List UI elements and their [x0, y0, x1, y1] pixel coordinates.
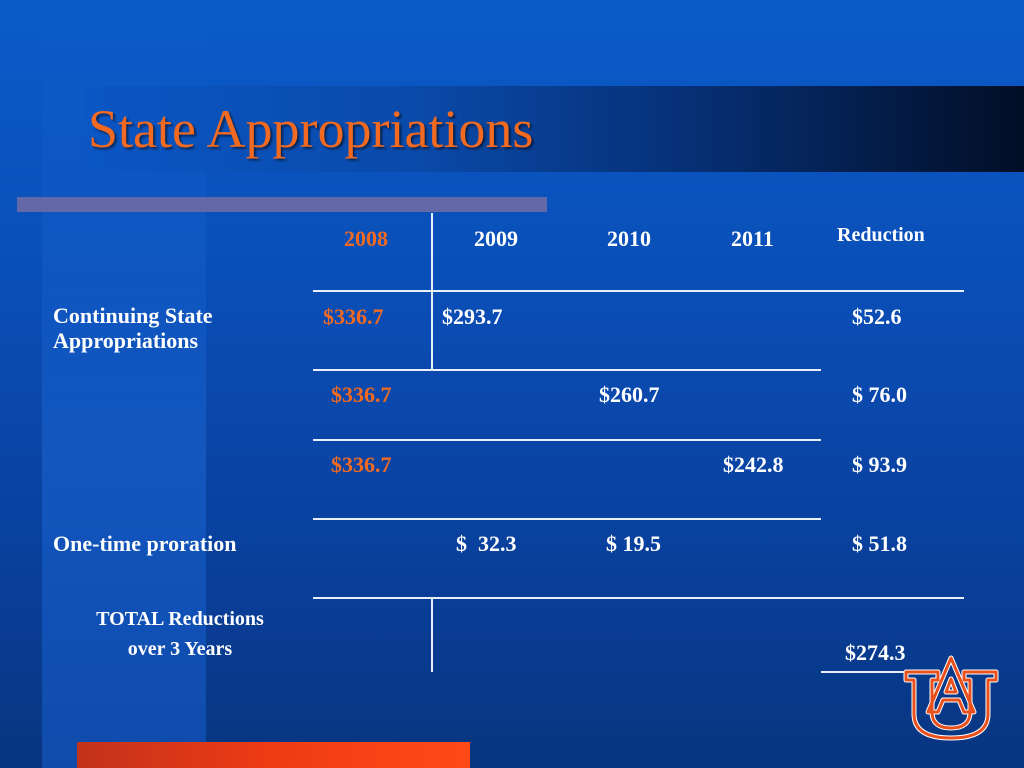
row-label-continuing: Continuing State Appropriations: [53, 303, 213, 354]
total-label-line1: TOTAL Reductions: [96, 608, 264, 630]
auburn-au-logo-icon: [903, 655, 999, 741]
proration-2009-value: $ 32.3: [456, 531, 517, 556]
r2-2010-value: $260.7: [599, 382, 660, 407]
grid-hline-4: [313, 518, 821, 520]
r1-2008-value: $336.7: [323, 304, 384, 329]
header-2008: 2008: [344, 226, 388, 251]
grid-hline-5: [313, 597, 964, 599]
grid-hline-1: [313, 290, 964, 292]
title-band: [86, 86, 1024, 172]
row-label-total: TOTAL Reductions over 3 Years: [62, 608, 298, 661]
header-2011: 2011: [731, 226, 774, 251]
r1-2009-value: $293.7: [442, 304, 503, 329]
bottom-accent-bar: [77, 742, 470, 768]
r3-reduction-value: $ 93.9: [852, 452, 907, 477]
slide-title: State Appropriations: [88, 99, 534, 159]
proration-reduction-value: $ 51.8: [852, 531, 907, 556]
proration-2010-value: $ 19.5: [606, 531, 661, 556]
header-2009: 2009: [474, 226, 518, 251]
header-reduction: Reduction: [837, 224, 925, 246]
grid-vline-header: [431, 213, 433, 291]
grid-hline-2: [313, 369, 821, 371]
header-2010: 2010: [607, 226, 651, 251]
r3-2008-value: $336.7: [331, 452, 392, 477]
r1-reduction-value: $52.6: [852, 304, 902, 329]
grid-hline-total: [821, 671, 921, 673]
r2-2008-value: $336.7: [331, 382, 392, 407]
r2-reduction-value: $ 76.0: [852, 382, 907, 407]
grid-vline-row1: [431, 291, 433, 369]
title-underline-bar: [17, 197, 547, 212]
row-label-proration: One-time proration: [53, 531, 237, 556]
total-reduction-value: $274.3: [845, 640, 906, 665]
total-label-line2: over 3 Years: [127, 638, 233, 660]
r3-2011-value: $242.8: [723, 452, 784, 477]
grid-vline-total: [431, 598, 433, 672]
grid-hline-3: [313, 439, 821, 441]
